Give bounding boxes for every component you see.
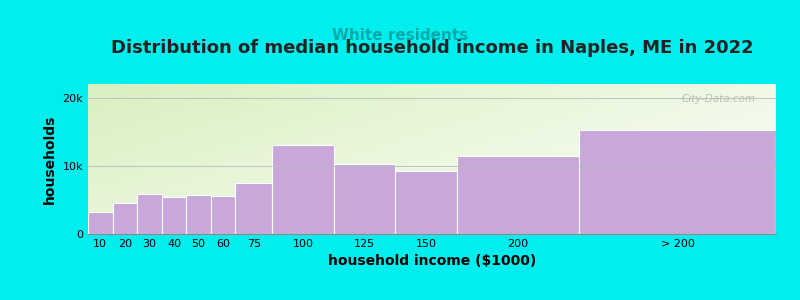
- Bar: [395, 171, 457, 234]
- Bar: [162, 196, 186, 234]
- Bar: [272, 146, 334, 234]
- Text: White residents: White residents: [332, 28, 468, 44]
- Title: Distribution of median household income in Naples, ME in 2022: Distribution of median household income …: [110, 39, 754, 57]
- Bar: [334, 164, 395, 234]
- Bar: [113, 203, 137, 234]
- Bar: [88, 212, 113, 234]
- Text: City-Data.com: City-Data.com: [682, 94, 755, 104]
- Bar: [579, 130, 776, 234]
- Bar: [235, 183, 272, 234]
- Bar: [211, 196, 235, 234]
- Y-axis label: households: households: [43, 114, 57, 204]
- Bar: [186, 195, 211, 234]
- X-axis label: household income ($1000): household income ($1000): [328, 254, 536, 268]
- Bar: [137, 194, 162, 234]
- Bar: [457, 156, 579, 234]
